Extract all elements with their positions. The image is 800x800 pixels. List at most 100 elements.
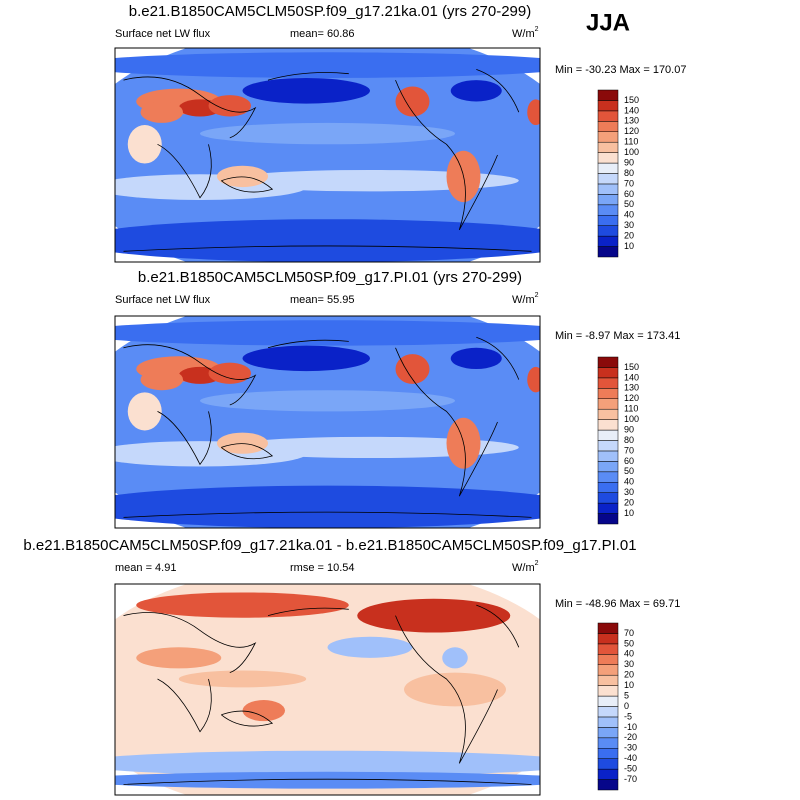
field-blob [327,636,413,658]
field-blob [200,122,455,145]
colorbar-label: 70 [624,628,634,638]
colorbar-label: -50 [624,764,637,774]
colorbar-box [597,377,619,389]
colorbar-box [597,758,619,770]
colorbar-label: -20 [624,732,637,742]
colorbar-box [597,440,619,452]
coastline [267,72,349,81]
colorbar-box [597,408,619,420]
colorbar-label: 70 [624,445,634,455]
colorbar-box [597,194,619,206]
colorbar-label: 150 [624,95,639,105]
panel-left-label: Surface net LW flux [115,294,211,306]
colorbar-box [597,727,619,739]
coastline [123,511,532,518]
units-exponent: 2 [535,560,539,567]
colorbar-label: 5 [624,690,629,700]
field-blob [136,647,222,669]
colorbar-box [597,633,619,645]
colorbar-label: -40 [624,753,637,763]
coastline [476,336,520,380]
colorbar-label: 0 [624,701,629,711]
colorbar-label: -70 [624,774,637,784]
colorbar-box [597,131,619,143]
colorbar-label: 20 [624,670,634,680]
units-base: W/m [512,562,535,574]
field-blob [115,320,540,346]
colorbar-box [597,768,619,780]
field-blob [357,598,511,633]
colorbar-box [597,246,619,258]
map-frame [114,583,541,796]
colorbar-box [597,737,619,749]
colorbar-box [597,654,619,665]
panel-left-label: Surface net LW flux [115,28,211,40]
colorbar-box [597,419,619,431]
units-base: W/m [512,294,535,306]
colorbar-box [597,502,619,514]
colorbar-label: 20 [624,498,634,508]
colorbar-label: 40 [624,477,634,487]
units-exponent: 2 [535,292,539,299]
colorbar-box [597,110,619,122]
panel-title: b.e21.B1850CAM5CLM50SP.f09_g17.PI.01 (yr… [138,269,522,286]
field-blob [221,169,519,192]
coastline [157,411,212,466]
map [115,584,540,795]
colorbar-label: 150 [624,362,639,372]
coastline [476,604,520,648]
colorbar-box [597,622,619,634]
season-label: JJA [586,9,630,36]
stats: Min = -30.23 Max = 170.07 [555,64,686,76]
units-exponent: 2 [535,26,539,33]
stats: Min = -8.97 Max = 173.41 [555,330,680,342]
coastline [157,678,212,733]
panel-center-label: mean= 55.95 [290,294,355,306]
coastline [123,612,257,673]
colorbar-label: 30 [624,659,634,669]
colorbar-label: 120 [624,126,639,136]
field-blob [527,99,540,126]
units: W/m2 [512,292,539,306]
field-blob [136,592,349,618]
field-blob [127,392,162,431]
field-blob [221,436,519,459]
colorbar-label: 140 [624,372,639,382]
field-blob [242,700,285,722]
field-blob [115,584,540,795]
colorbar-label: 90 [624,424,634,434]
colorbar-label: 60 [624,189,634,199]
colorbar-box [597,204,619,216]
colorbar-box [597,173,619,185]
colorbar-box [597,492,619,504]
panel-center-label: mean= 60.86 [290,28,355,40]
field-blob [208,95,251,117]
field-blob [217,165,268,188]
colorbar-box [597,482,619,493]
coastline [395,79,498,231]
coastline [221,710,274,727]
panel-center-label: rmse = 10.54 [290,562,355,574]
colorbar-box [597,779,619,791]
colorbar-box [597,695,619,707]
map [115,316,540,528]
colorbar-box [597,748,619,759]
colorbar-label: 20 [624,231,634,241]
coastline [267,339,349,349]
colorbar-label: 110 [624,404,638,414]
colorbar-box [597,664,619,676]
coastline [123,76,257,139]
colorbar-box [597,356,619,368]
colorbar-label: 120 [624,393,639,403]
colorbar-box [597,89,619,101]
colorbar-label: -5 [624,711,632,721]
colorbar-box [597,388,619,399]
colorbar-box [597,461,619,473]
field-blob [395,354,430,384]
colorbar-box [597,450,619,462]
colorbar-label: 130 [624,383,639,393]
field-blob [242,345,370,372]
coastline [123,778,532,785]
colorbar-box [597,674,619,686]
